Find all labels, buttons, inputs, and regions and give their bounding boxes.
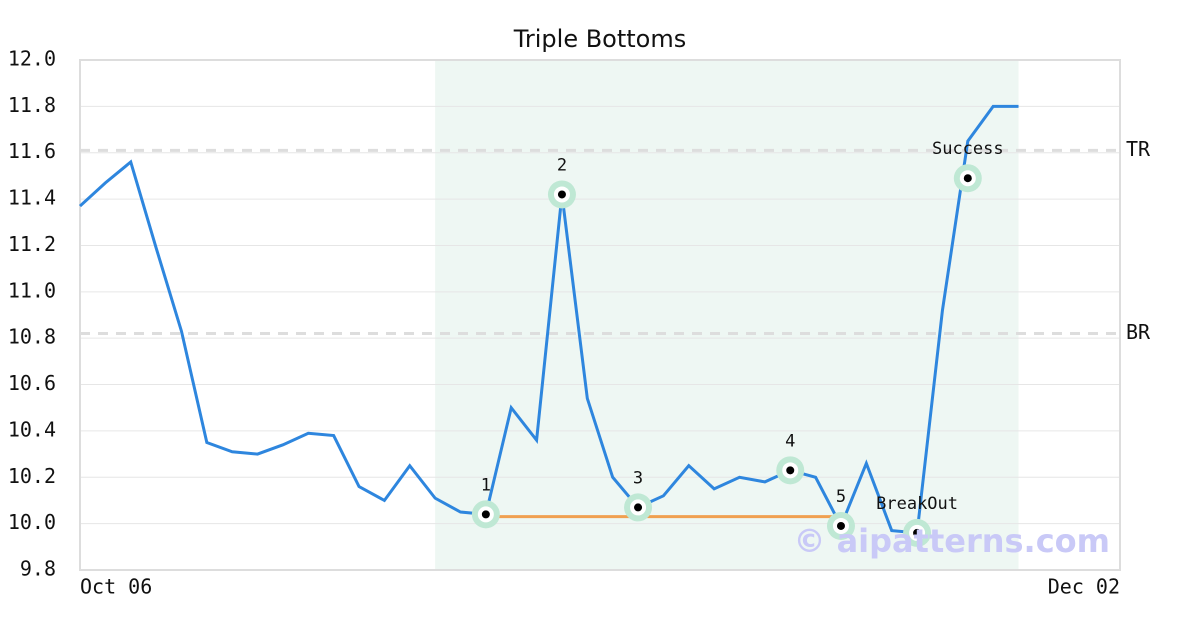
y-tick-label: 10.4	[8, 417, 56, 441]
level-label: BR	[1126, 320, 1151, 344]
y-tick-label: 10.8	[8, 325, 56, 349]
point-label: 1	[481, 475, 491, 495]
plot-frame	[79, 59, 1121, 571]
point-dot	[481, 510, 490, 519]
y-tick-label: 11.2	[8, 232, 56, 256]
y-tick-label: 11.4	[8, 186, 56, 210]
point-dot	[913, 528, 922, 537]
y-tick-label: 11.8	[8, 93, 56, 117]
point-dot	[963, 174, 972, 183]
y-tick-label: 11.0	[8, 278, 56, 302]
point-label: BreakOut	[876, 494, 958, 514]
y-tick-label: 10.2	[8, 464, 56, 488]
x-tick-label: Oct 06	[80, 575, 152, 599]
y-tick-label: 10.0	[8, 510, 56, 534]
y-tick-label: 9.8	[20, 557, 56, 581]
point-label: 4	[785, 431, 795, 451]
point-dot	[786, 466, 795, 475]
watermark: © aipatterns.com	[793, 522, 1110, 560]
point-label: Success	[932, 139, 1004, 159]
point-label: 5	[836, 487, 846, 507]
point-dot	[557, 190, 566, 199]
y-tick-label: 11.6	[8, 139, 56, 163]
y-tick-label: 12.0	[8, 47, 56, 71]
y-tick-label: 10.6	[8, 371, 56, 395]
price-line	[78, 104, 1019, 535]
x-tick-label: Dec 02	[1048, 575, 1120, 599]
chart-title: Triple Bottoms	[513, 25, 687, 53]
point-label: 2	[557, 155, 567, 175]
point-label: 3	[633, 468, 643, 488]
level-label: TR	[1126, 137, 1151, 161]
point-dot	[836, 521, 845, 530]
point-dot	[634, 503, 643, 512]
